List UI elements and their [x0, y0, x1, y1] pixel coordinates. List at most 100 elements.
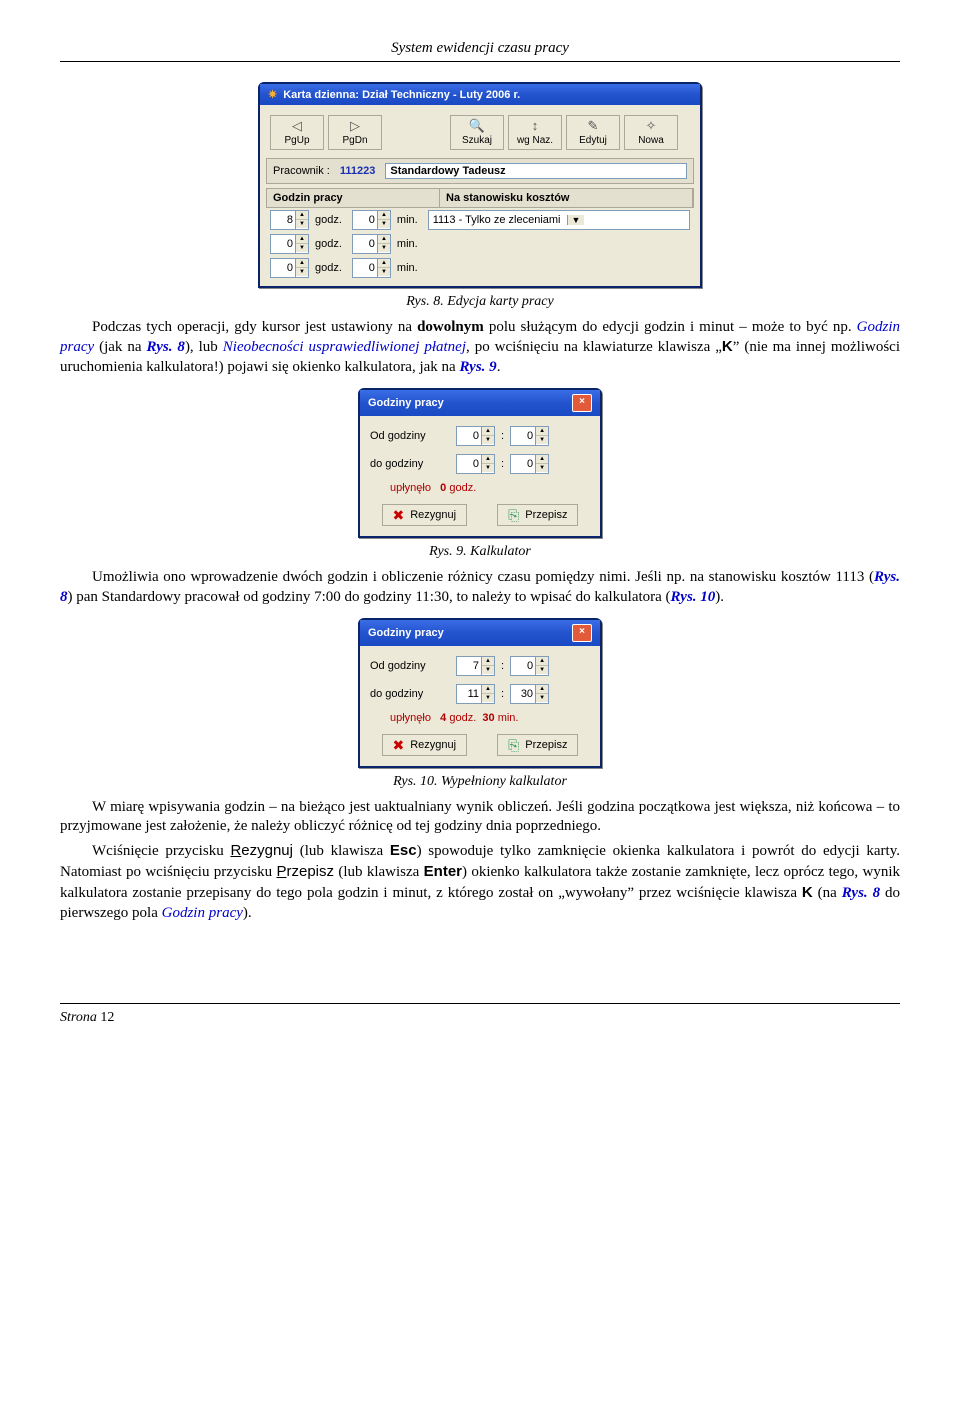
new-label: Nowa	[638, 135, 664, 146]
kal10-result-unit-h: godz.	[449, 712, 476, 724]
p4b: Rezygnuj	[230, 842, 293, 859]
header-rule	[60, 61, 900, 62]
p4h: Enter	[424, 863, 462, 880]
close-button[interactable]: ×	[572, 394, 592, 412]
kal9-result-h: 0	[440, 482, 446, 494]
pgdn-label: PgDn	[342, 135, 367, 146]
colon: :	[501, 458, 504, 470]
kal10-result-label: upłynęło	[390, 712, 431, 724]
kal9-cancel-label: Rezygnuj	[410, 509, 456, 521]
p4g: (lub klawisza	[334, 864, 424, 880]
unit-h: godz.	[315, 262, 342, 274]
kal10-result-m: 30	[482, 712, 494, 724]
kal9-titlebar: Godziny pracy ×	[360, 390, 600, 416]
cancel-icon: ✖	[393, 508, 405, 522]
p2e: ).	[715, 589, 724, 605]
kal10-from-h[interactable]: ▲▼	[456, 656, 495, 676]
close-button[interactable]: ×	[572, 624, 592, 642]
kal9-to-h[interactable]: ▲▼	[456, 454, 495, 474]
p4d: Esc	[390, 842, 417, 859]
kal10-from-label: Od godziny	[370, 660, 450, 672]
copy-icon: ⎘	[508, 738, 519, 752]
p1g: ), lub	[185, 339, 223, 355]
sort-label: wg Naz.	[517, 135, 553, 146]
row-m-spin[interactable]: ▲▼	[352, 210, 391, 230]
karta-window: ✷ Karta dzienna: Dział Techniczny - Luty…	[258, 82, 702, 288]
karta-app-icon: ✷	[268, 88, 277, 101]
toolbar-search[interactable]: 🔍 Szukaj	[450, 115, 504, 150]
toolbar-new[interactable]: ✧ Nowa	[624, 115, 678, 150]
kal9-result-label: upłynęło	[390, 482, 431, 494]
kal10-to-h[interactable]: ▲▼	[456, 684, 495, 704]
footer-page-number: 12	[100, 1010, 114, 1025]
kal10-to-m[interactable]: ▲▼	[510, 684, 549, 704]
cancel-icon: ✖	[393, 738, 405, 752]
colon: :	[501, 688, 504, 700]
p1a: Podczas tych operacji, gdy kursor jest u…	[92, 319, 417, 335]
worker-bar: Pracownik : 111223 Standardowy Tadeusz	[266, 158, 694, 184]
kal10-cancel-button[interactable]: ✖ Rezygnuj	[382, 734, 468, 756]
p2c: ) pan Standardowy pracował od godziny 7:…	[68, 589, 671, 605]
unit-h: godz.	[315, 214, 342, 226]
page-header-title: System ewidencji czasu pracy	[60, 40, 900, 57]
p4l: Rys. 8	[842, 885, 880, 901]
p4o: ).	[243, 905, 252, 921]
kal10-result-h: 4	[440, 712, 446, 724]
row-m-spin[interactable]: ▲▼	[352, 258, 391, 278]
colon: :	[501, 430, 504, 442]
kal9-cancel-button[interactable]: ✖ Rezygnuj	[382, 504, 468, 526]
karta-title-text: Karta dzienna: Dział Techniczny - Luty 2…	[283, 89, 520, 101]
p4a: Wciśnięcie przycisku	[92, 843, 230, 859]
kal10-from-m[interactable]: ▲▼	[510, 656, 549, 676]
kal10-ok-button[interactable]: ⎘ Przepisz	[497, 734, 578, 756]
kalkulator-window-9: Godziny pracy × Od godziny ▲▼ : ▲▼ do go…	[358, 388, 602, 538]
toolbar-pgup[interactable]: ◁ PgUp	[270, 115, 324, 150]
p1j: K	[722, 338, 733, 355]
kal9-from-h[interactable]: ▲▼	[456, 426, 495, 446]
row-h-spin[interactable]: ▲▼	[270, 258, 309, 278]
stanowisko-value: 1113 - Tylko ze zleceniami	[433, 214, 561, 226]
kal9-ok-button[interactable]: ⎘ Przepisz	[497, 504, 578, 526]
col-godzin: Godzin pracy	[267, 189, 440, 207]
figure-9: Godziny pracy × Od godziny ▲▼ : ▲▼ do go…	[60, 388, 900, 538]
p1f: Rys. 8	[147, 339, 185, 355]
footer-rule	[60, 1003, 900, 1004]
row-h-spin[interactable]: ▲▼	[270, 210, 309, 230]
footer-label: Strona	[60, 1010, 97, 1025]
kal9-result: upłynęło 0 godz.	[390, 482, 590, 494]
paragraph-3: W miarę wpisywania godzin – na bieżąco j…	[60, 798, 900, 838]
pgdn-icon: ▷	[335, 118, 375, 134]
kal9-result-unit-h: godz.	[449, 482, 476, 494]
paragraph-2: Umożliwia ono wprowadzenie dwóch godzin …	[60, 568, 900, 608]
kal9-title-text: Godziny pracy	[368, 397, 444, 409]
worker-name-field[interactable]: Standardowy Tadeusz	[385, 163, 687, 179]
kal9-to-m[interactable]: ▲▼	[510, 454, 549, 474]
karta-toolbar: ◁ PgUp ▷ PgDn 🔍 Szukaj ↕ wg Naz.	[266, 111, 694, 154]
kal10-title-text: Godziny pracy	[368, 627, 444, 639]
kal9-from-label: Od godziny	[370, 430, 450, 442]
toolbar-pgdn[interactable]: ▷ PgDn	[328, 115, 382, 150]
kal9-to-label: do godziny	[370, 458, 450, 470]
stanowisko-dropdown[interactable]: 1113 - Tylko ze zleceniami ▼	[428, 210, 690, 230]
karta-row: ▲▼godz.▲▼min.	[266, 256, 694, 280]
pgup-icon: ◁	[277, 118, 317, 134]
karta-row: ▲▼godz.▲▼min.	[266, 232, 694, 256]
toolbar-edit[interactable]: ✎ Edytuj	[566, 115, 620, 150]
paragraph-1: Podczas tych operacji, gdy kursor jest u…	[60, 318, 900, 378]
chevron-down-icon: ▼	[567, 215, 585, 225]
kalkulator-window-10: Godziny pracy × Od godziny ▲▼ : ▲▼ do go…	[358, 618, 602, 768]
p1e: (jak na	[94, 339, 146, 355]
worker-label: Pracownik :	[273, 165, 330, 177]
figure-8-caption: Rys. 8. Edycja karty pracy	[60, 294, 900, 310]
row-h-spin[interactable]: ▲▼	[270, 234, 309, 254]
p2d: Rys. 10	[671, 589, 716, 605]
p1l: Rys. 9	[459, 359, 496, 375]
toolbar-sort[interactable]: ↕ wg Naz.	[508, 115, 562, 150]
sort-icon: ↕	[515, 118, 555, 134]
karta-table-header: Godzin pracy Na stanowisku kosztów	[266, 188, 694, 208]
paragraph-4: Wciśnięcie przycisku Rezygnuj (lub klawi…	[60, 841, 900, 923]
kal9-from-m[interactable]: ▲▼	[510, 426, 549, 446]
row-m-spin[interactable]: ▲▼	[352, 234, 391, 254]
copy-icon: ⎘	[508, 508, 519, 522]
new-icon: ✧	[631, 118, 671, 134]
